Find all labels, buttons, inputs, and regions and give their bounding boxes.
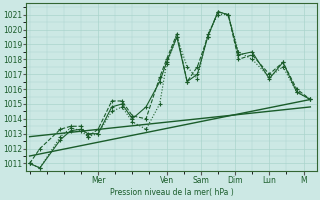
X-axis label: Pression niveau de la mer( hPa ): Pression niveau de la mer( hPa ) [110, 188, 234, 197]
